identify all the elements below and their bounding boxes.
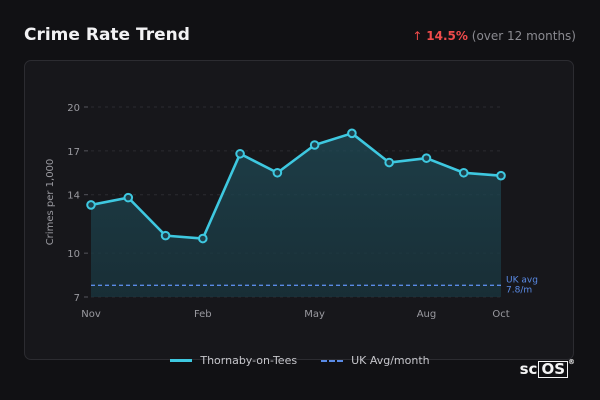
data-point bbox=[123, 192, 134, 203]
data-point bbox=[458, 167, 469, 178]
y-tick-label: 7 bbox=[74, 293, 80, 304]
x-tick-label: May bbox=[304, 309, 325, 320]
data-point bbox=[160, 230, 171, 241]
data-point bbox=[384, 157, 394, 168]
x-tick-label: Oct bbox=[492, 309, 509, 320]
data-point bbox=[347, 128, 357, 139]
data-point bbox=[309, 140, 320, 150]
data-point bbox=[496, 170, 506, 181]
brand-logo: sc OS ® bbox=[519, 358, 575, 378]
change-percent: 14.5% bbox=[426, 29, 468, 43]
trend-up-arrow-icon: ↑ bbox=[412, 29, 423, 43]
y-tick-label: 20 bbox=[67, 103, 80, 114]
chart-title: Crime Rate Trend bbox=[24, 25, 190, 45]
y-tick-label: 17 bbox=[67, 147, 80, 158]
brand-logo-boxed: OS bbox=[538, 360, 568, 378]
uk-average-label: UK avg bbox=[506, 275, 538, 285]
legend-swatch-dashed bbox=[321, 359, 344, 362]
x-tick-label: Feb bbox=[194, 309, 212, 320]
data-point bbox=[272, 167, 283, 178]
legend-item-uk-avg[interactable]: UK Avg/month bbox=[321, 354, 430, 367]
data-point bbox=[235, 148, 245, 159]
data-point bbox=[86, 200, 96, 210]
chart-legend: Thornaby-on-Tees UK Avg/month bbox=[0, 354, 600, 367]
change-note: (over 12 months) bbox=[471, 29, 576, 43]
x-tick-label: Aug bbox=[417, 309, 437, 320]
brand-logo-prefix: sc bbox=[519, 360, 538, 378]
legend-swatch-solid bbox=[170, 359, 193, 362]
legend-item-thornaby[interactable]: Thornaby-on-Tees bbox=[170, 354, 297, 367]
series-line-thornaby bbox=[89, 132, 503, 240]
uk-average-label: 7.8/m bbox=[506, 285, 532, 295]
data-point bbox=[198, 233, 208, 244]
brand-logo-reg-mark: ® bbox=[568, 358, 575, 366]
legend-label-uk-avg: UK Avg/month bbox=[351, 354, 430, 367]
y-tick-label: 10 bbox=[67, 249, 80, 260]
y-axis-label: Crimes per 1,000 bbox=[45, 159, 56, 246]
data-point bbox=[421, 153, 432, 163]
legend-label-thornaby: Thornaby-on-Tees bbox=[200, 354, 298, 367]
change-indicator: ↑ 14.5% (over 12 months) bbox=[412, 29, 576, 43]
x-tick-label: Nov bbox=[81, 309, 101, 320]
y-tick-label: 14 bbox=[67, 191, 80, 202]
series-area-fill bbox=[91, 133, 501, 297]
